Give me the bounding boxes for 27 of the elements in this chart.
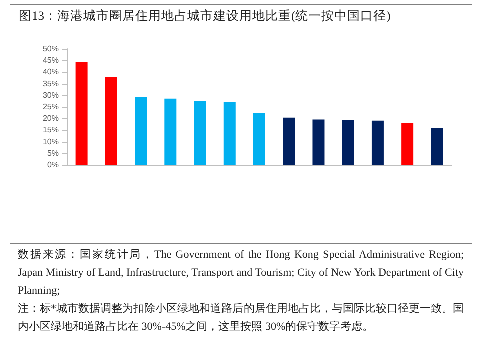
bar bbox=[224, 102, 236, 165]
y-tick-label: 35% bbox=[42, 79, 59, 88]
bar bbox=[372, 120, 384, 165]
y-tick-label: 50% bbox=[42, 44, 59, 54]
chart-title: 图13：海港城市圈居住用地占城市建设用地比重(统一按中国口径) bbox=[19, 8, 391, 25]
y-tick-label: 40% bbox=[42, 68, 59, 77]
y-tick-label: 10% bbox=[42, 137, 59, 146]
bar bbox=[312, 120, 325, 165]
y-tick-label: 20% bbox=[42, 114, 59, 124]
bar bbox=[76, 62, 88, 165]
bar bbox=[431, 128, 444, 165]
y-tick-label: 5% bbox=[47, 148, 59, 158]
y-tick-label: 15% bbox=[42, 126, 59, 135]
bar bbox=[283, 118, 296, 165]
y-tick-label: 25% bbox=[42, 102, 59, 112]
text: 注：标*城市数据调整为扣除小区绿地和道路后的居住用地占比，与国际比较口径更一致。国内小区绿地和道路占比在 30%-45%之间，这里按照 30%的保守数字考虑。 bbox=[18, 302, 464, 335]
bar bbox=[194, 101, 206, 165]
y-tick-label: 0% bbox=[47, 160, 59, 170]
source-note: 数据来源：国家统计局，The Government of the Hong Kong Special Administrative Region; Japan Ministry of Land, Infrastructure, Transport and Tourism; City of New York Department of City Planning; bbox=[18, 248, 464, 299]
bar bbox=[105, 77, 118, 165]
bar bbox=[402, 123, 414, 165]
y-tick-label: 30% bbox=[42, 90, 59, 100]
bar bbox=[342, 120, 354, 165]
bar bbox=[254, 113, 266, 165]
bar bbox=[164, 98, 177, 165]
y-tick-label: 45% bbox=[42, 56, 59, 66]
bar bbox=[135, 97, 148, 165]
